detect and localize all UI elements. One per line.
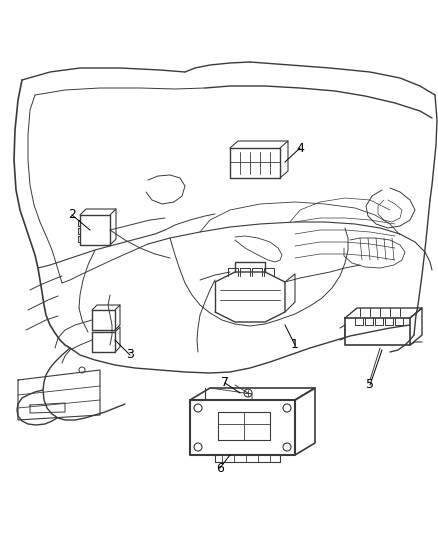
Text: 2: 2 (68, 208, 76, 222)
Text: 3: 3 (126, 349, 134, 361)
Text: 4: 4 (296, 141, 304, 155)
Text: 5: 5 (366, 378, 374, 392)
Text: 6: 6 (216, 462, 224, 474)
Text: 1: 1 (291, 338, 299, 351)
Text: 7: 7 (221, 376, 229, 390)
